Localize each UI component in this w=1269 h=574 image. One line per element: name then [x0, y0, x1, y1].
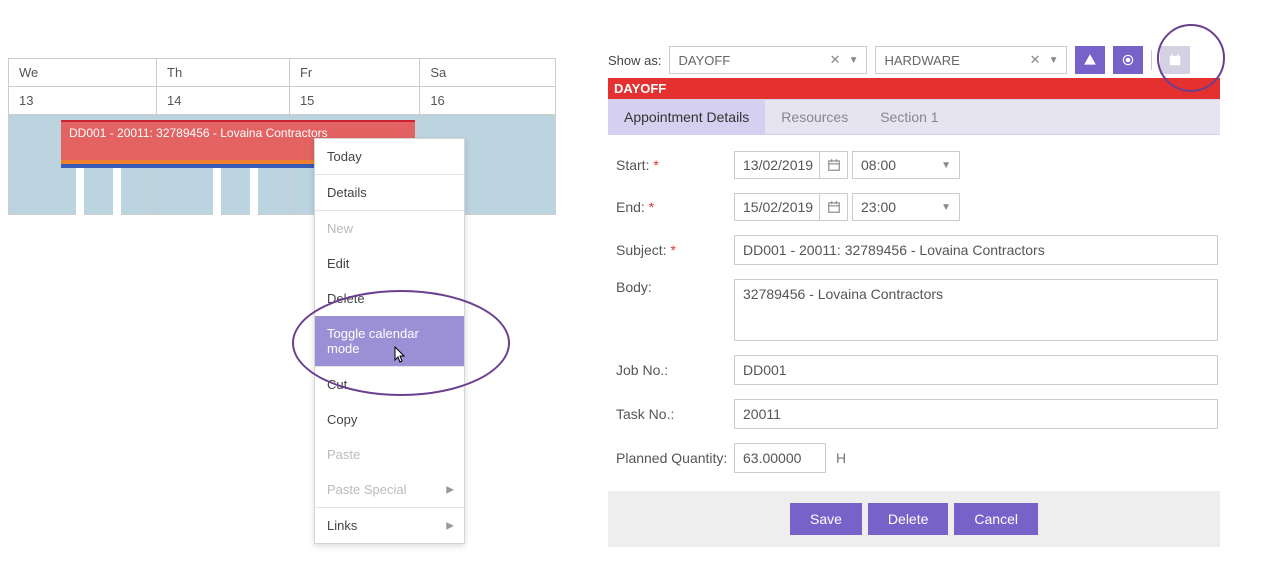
end-time-select[interactable]: 23:00▼ [852, 193, 960, 221]
qty-unit: H [836, 450, 846, 466]
end-date-input[interactable]: 15/02/2019 [734, 193, 820, 221]
annotation-circle [1157, 24, 1225, 92]
chevron-right-icon: ▶ [446, 484, 454, 495]
chevron-right-icon: ▶ [446, 520, 454, 531]
task-row: Task No.: [616, 399, 1220, 429]
cancel-button[interactable]: Cancel [954, 503, 1038, 535]
button-row: Save Delete Cancel [608, 491, 1220, 547]
body-row: Body: [616, 279, 1220, 341]
tab-resources[interactable]: Resources [765, 100, 864, 134]
annotation-circle [292, 290, 510, 396]
qty-row: Planned Quantity: H [616, 443, 1220, 473]
ctx-item-paste-special: Paste Special▶ [315, 472, 464, 507]
delete-button[interactable]: Delete [868, 503, 948, 535]
day-header: We [9, 59, 157, 87]
subject-label: Subject: * [616, 242, 734, 258]
day-gap [250, 168, 258, 220]
job-label: Job No.: [616, 362, 734, 378]
day-gap [213, 168, 221, 220]
end-row: End: * 15/02/2019 23:00▼ [616, 193, 1220, 221]
subject-input[interactable] [734, 235, 1218, 265]
form-area: Start: * 13/02/2019 08:00▼ End: * 15/02/… [608, 135, 1220, 473]
tag-value: DAYOFF [678, 53, 730, 68]
start-date-input[interactable]: 13/02/2019 [734, 151, 820, 179]
day-header: Fr [289, 59, 419, 87]
start-label: Start: * [616, 157, 734, 173]
chevron-down-icon: ▼ [941, 160, 951, 171]
status-banner: DAYOFF [608, 78, 1220, 99]
warning-icon-button[interactable] [1075, 46, 1105, 74]
ctx-item-copy[interactable]: Copy [315, 402, 464, 437]
clear-icon[interactable]: ✕ [826, 52, 845, 68]
start-row: Start: * 13/02/2019 08:00▼ [616, 151, 1220, 179]
target-icon-button[interactable] [1113, 46, 1143, 74]
details-panel: Show as: DAYOFF ✕ ▼ HARDWARE ✕ ▼ DAYOFF … [608, 46, 1220, 547]
date-cell[interactable]: 16 [420, 87, 556, 115]
calendar-panel: We Th Fr Sa 13 14 15 16 DD001 - 20011: 3… [8, 58, 556, 215]
date-cell[interactable]: 15 [289, 87, 419, 115]
body-textarea[interactable] [734, 279, 1218, 341]
end-date-group: 15/02/2019 [734, 193, 848, 221]
calendar-icon[interactable] [820, 193, 848, 221]
divider [1151, 50, 1152, 70]
tag-value: HARDWARE [884, 53, 959, 68]
ctx-item-edit[interactable]: Edit [315, 246, 464, 281]
ctx-item-today[interactable]: Today [315, 139, 464, 174]
day-header: Th [157, 59, 290, 87]
ctx-item-new: New [315, 210, 464, 246]
tab-bar: Appointment Details Resources Section 1 [608, 99, 1220, 135]
day-header: Sa [420, 59, 556, 87]
start-date-group: 13/02/2019 [734, 151, 848, 179]
tab-appointment-details[interactable]: Appointment Details [608, 100, 765, 134]
chevron-down-icon[interactable]: ▼ [1045, 55, 1059, 66]
ctx-item-details[interactable]: Details [315, 174, 464, 210]
date-cell[interactable]: 13 [9, 87, 157, 115]
tab-section-1[interactable]: Section 1 [864, 100, 954, 134]
qty-input[interactable] [734, 443, 826, 473]
save-button[interactable]: Save [790, 503, 862, 535]
show-as-row: Show as: DAYOFF ✕ ▼ HARDWARE ✕ ▼ [608, 46, 1220, 74]
chevron-down-icon: ▼ [941, 202, 951, 213]
show-as-select-2[interactable]: HARDWARE ✕ ▼ [875, 46, 1067, 74]
chevron-down-icon[interactable]: ▼ [845, 55, 859, 66]
show-as-select-1[interactable]: DAYOFF ✕ ▼ [669, 46, 867, 74]
body-label: Body: [616, 279, 734, 295]
start-time-select[interactable]: 08:00▼ [852, 151, 960, 179]
job-no-input[interactable] [734, 355, 1218, 385]
ctx-item-paste: Paste [315, 437, 464, 472]
task-no-input[interactable] [734, 399, 1218, 429]
end-label: End: * [616, 199, 734, 215]
day-gap [113, 168, 121, 220]
ctx-item-links[interactable]: Links▶ [315, 507, 464, 543]
show-as-label: Show as: [608, 53, 661, 68]
calendar-icon[interactable] [820, 151, 848, 179]
day-gap [76, 168, 84, 220]
clear-icon[interactable]: ✕ [1026, 52, 1045, 68]
task-label: Task No.: [616, 406, 734, 422]
subject-row: Subject: * [616, 235, 1220, 265]
qty-label: Planned Quantity: [616, 450, 734, 466]
cursor-icon [392, 346, 408, 366]
date-cell[interactable]: 14 [157, 87, 290, 115]
job-row: Job No.: [616, 355, 1220, 385]
